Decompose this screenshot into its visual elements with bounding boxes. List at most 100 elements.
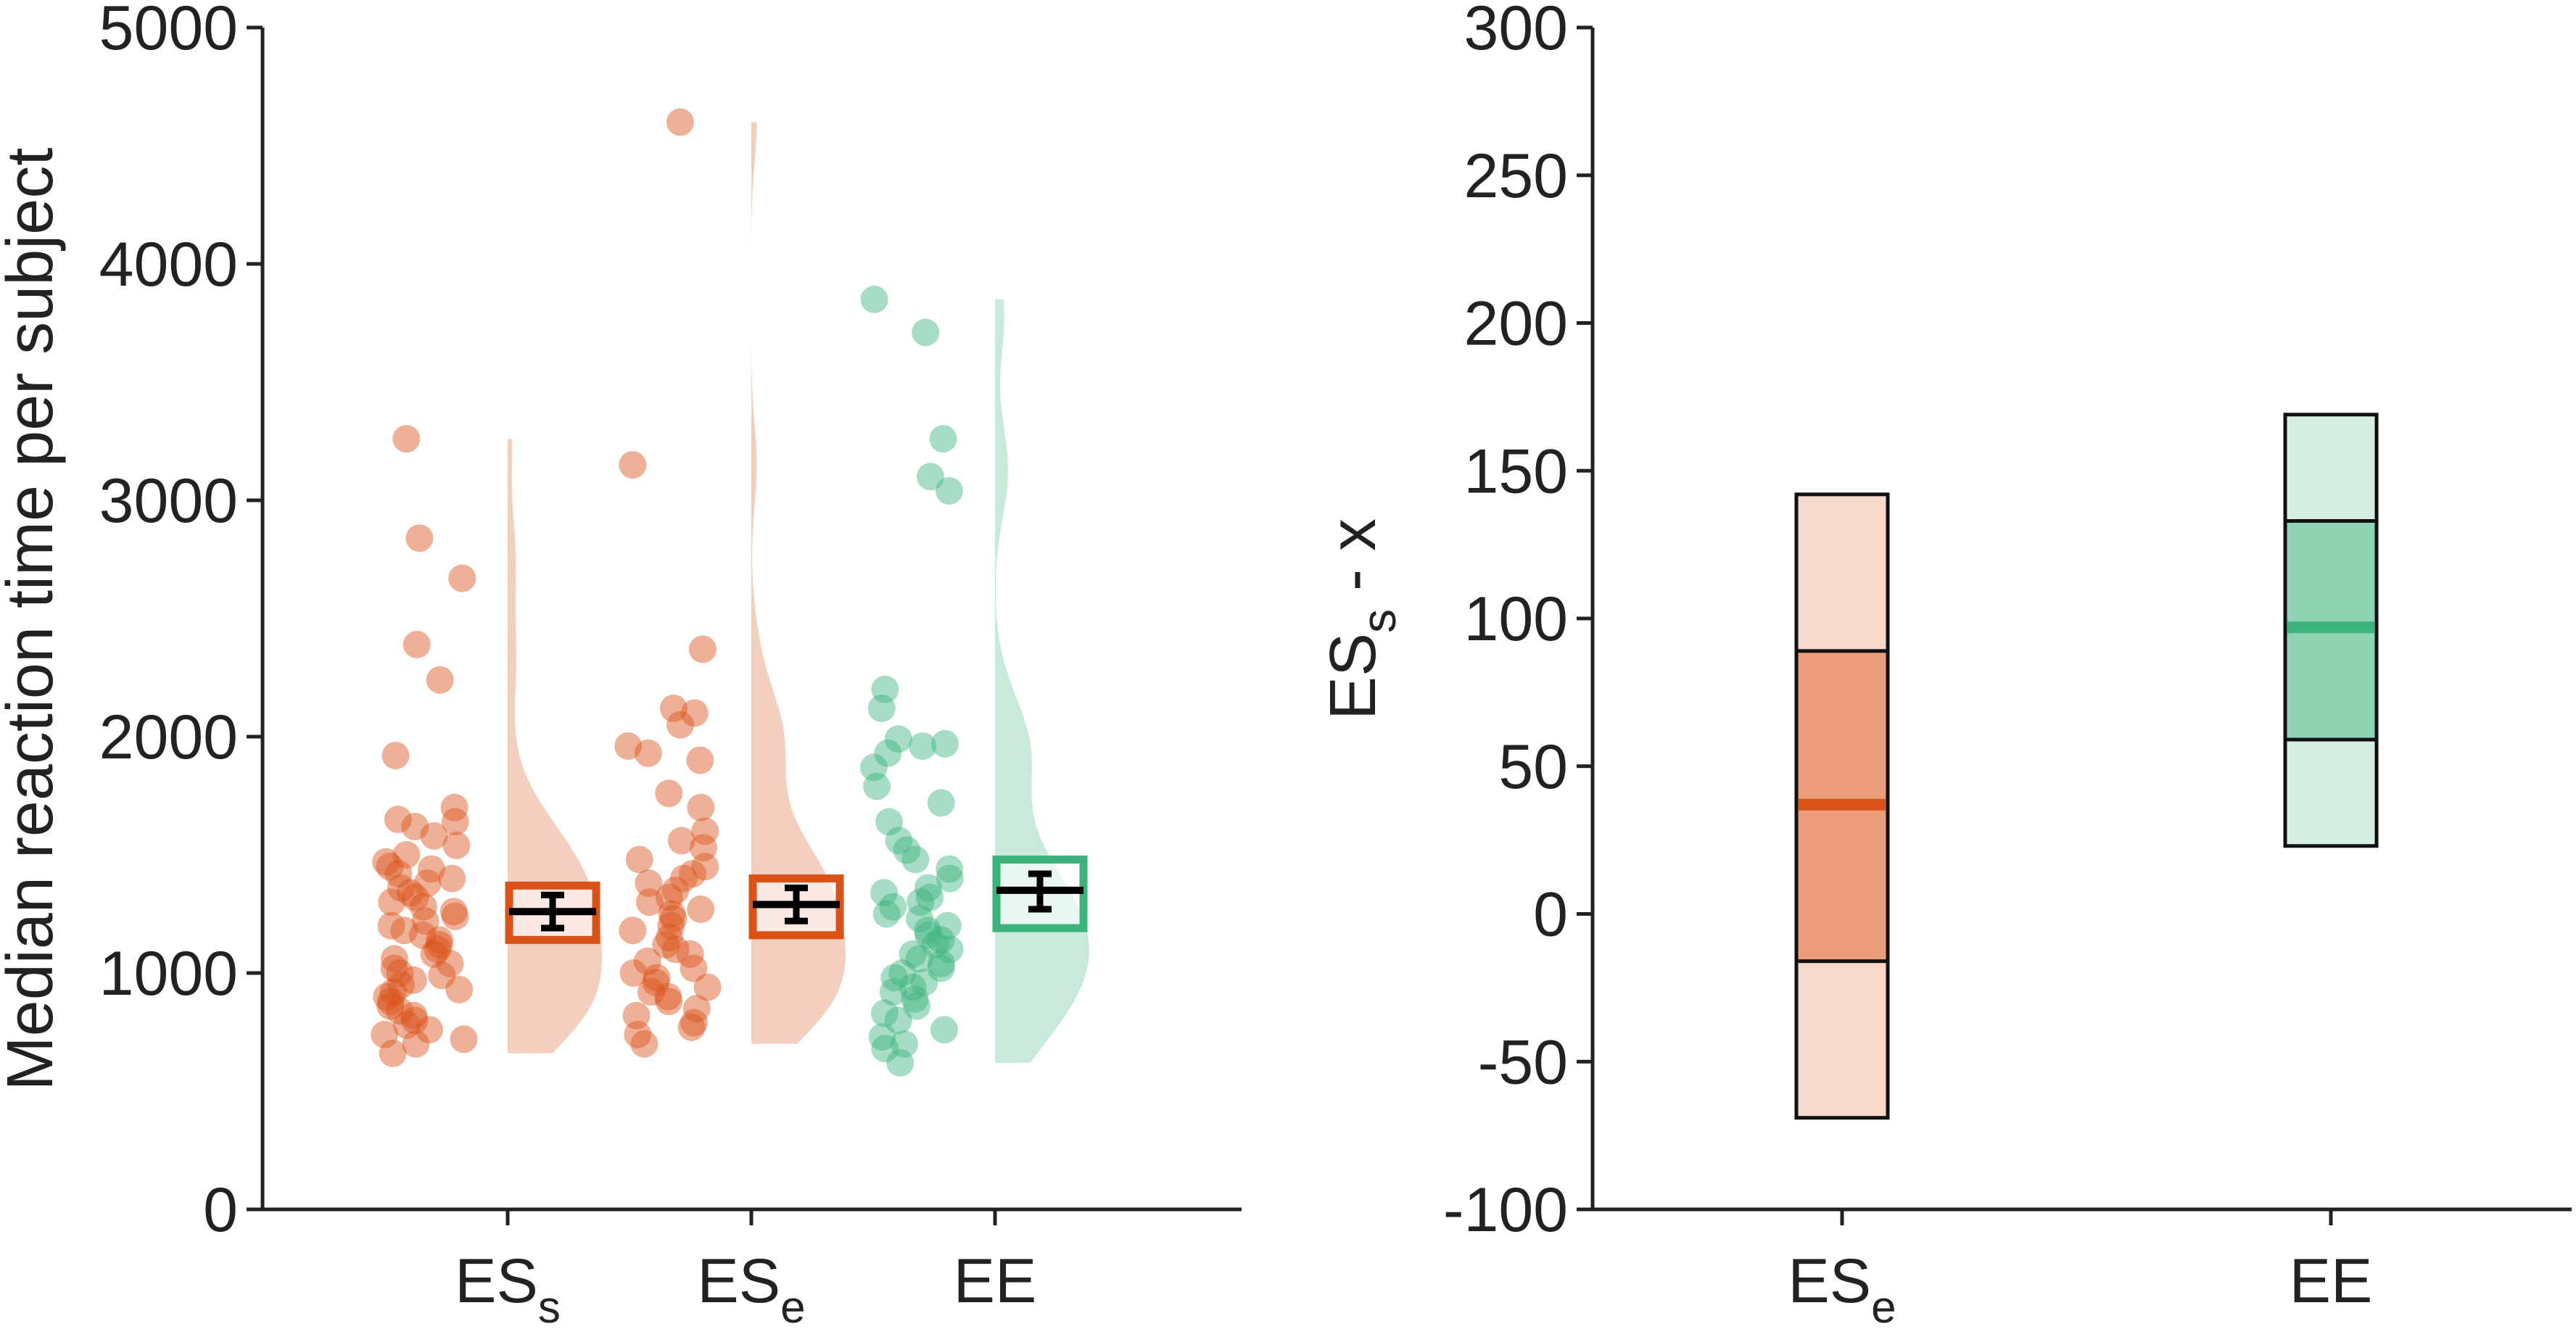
data-point-ESs	[400, 1006, 429, 1035]
data-point-EE	[909, 732, 937, 760]
left-y-tick-label: 2000	[99, 703, 238, 772]
data-point-ESe	[666, 711, 694, 739]
right-x-tick-label-text: EE	[2290, 1246, 2373, 1316]
right-y-tick-label: 300	[1464, 0, 1569, 63]
data-point-EE	[879, 893, 907, 921]
right-axes: -100 -50 0 50 100 150 200 250 300 ESe EE	[1443, 0, 2572, 1333]
data-point-ESe	[655, 883, 683, 911]
data-point-ESs	[425, 930, 453, 959]
data-point-ESs	[381, 742, 410, 770]
data-point-ESs	[405, 524, 434, 552]
data-point-EE	[884, 725, 912, 753]
data-point-ESs	[409, 921, 437, 949]
data-point-ESe	[642, 969, 670, 996]
data-point-ESe	[643, 964, 671, 992]
data-point-ESs	[428, 961, 456, 990]
left-x-tick-label-subscript: e	[780, 1283, 805, 1333]
data-point-ESe	[619, 959, 648, 987]
right-x-tick-label-text: ES	[1788, 1246, 1871, 1316]
right-y-axis-label-subscript: s	[1352, 609, 1405, 633]
data-point-ESe	[686, 746, 714, 774]
data-point-EE	[905, 945, 933, 973]
data-point-EE	[936, 935, 964, 964]
left-y-tick-label: 1000	[99, 939, 238, 1009]
data-point-ESs	[400, 1001, 428, 1030]
data-point-EE	[906, 905, 934, 932]
data-point-ESs	[417, 855, 445, 883]
left-y-tick-label: 3000	[99, 466, 238, 536]
data-point-EE	[859, 753, 888, 782]
data-point-EE	[933, 911, 962, 940]
interval-ESe	[1794, 492, 1890, 1120]
left-y-tick-label: 5000	[99, 0, 238, 63]
left-plot-marks	[371, 108, 1089, 1077]
data-point-EE	[899, 940, 927, 968]
data-point-ESs	[441, 902, 469, 930]
group-ESe	[614, 108, 846, 1058]
data-point-EE	[886, 1048, 915, 1077]
data-point-EE	[863, 772, 891, 800]
data-point-ESe	[687, 793, 715, 821]
data-point-EE	[870, 999, 899, 1027]
left-panel-raincloud-plot: Median reaction time per subject 0 1000 20…	[0, 0, 1242, 1333]
data-point-ESe	[619, 451, 647, 479]
data-point-ESe	[652, 930, 680, 959]
left-y-tick-label: 0	[203, 1175, 238, 1245]
data-point-ESs	[445, 975, 474, 1003]
data-point-ESs	[377, 911, 405, 940]
right-x-tick-label-subscript: e	[1871, 1283, 1896, 1333]
data-point-ESs	[399, 966, 427, 994]
data-point-ESe	[658, 900, 686, 928]
data-point-ESe	[622, 1001, 651, 1030]
data-point-ESs	[448, 564, 476, 592]
data-point-ESs	[440, 793, 468, 821]
data-point-ESs	[387, 971, 415, 999]
data-point-ESe	[657, 911, 685, 940]
right-plot-marks	[1794, 413, 2379, 1120]
data-point-ESs	[378, 888, 406, 916]
data-point-ESs	[450, 1025, 478, 1054]
interval-EE	[2283, 413, 2379, 848]
data-point-EE	[914, 874, 942, 902]
data-point-EE	[930, 1016, 958, 1044]
data-point-ESs	[438, 864, 466, 893]
data-point-EE	[936, 855, 964, 883]
data-point-ESs	[396, 879, 424, 907]
data-point-EE	[891, 1030, 919, 1058]
density-EE	[995, 299, 1089, 1063]
data-point-ESs	[376, 988, 405, 1016]
data-point-EE	[927, 789, 955, 817]
data-point-ESs	[386, 997, 413, 1025]
data-point-EE	[871, 675, 899, 703]
right-x-tick-label: ESe	[1788, 1246, 1896, 1333]
data-point-EE	[888, 959, 917, 987]
data-point-ESe	[667, 827, 695, 855]
right-y-tick-label: 250	[1464, 141, 1569, 211]
data-point-ESs	[384, 860, 413, 888]
right-y-tick-label: 50	[1498, 732, 1568, 802]
data-point-ESs	[392, 841, 421, 869]
data-point-ESs	[373, 982, 401, 1011]
right-y-tick-label: -50	[1478, 1027, 1568, 1097]
data-point-ESs	[420, 821, 448, 850]
data-point-ESe	[624, 1020, 652, 1048]
data-point-EE	[885, 827, 913, 855]
data-point-EE	[927, 954, 955, 982]
data-point-ESs	[439, 898, 468, 926]
data-point-EE	[870, 879, 898, 907]
data-point-ESs	[387, 874, 415, 902]
data-point-ESs	[415, 1016, 443, 1044]
data-point-ESs	[442, 832, 471, 859]
right-y-tick-label: 150	[1464, 436, 1569, 506]
data-point-ESe	[666, 108, 694, 136]
data-point-EE	[903, 992, 931, 1020]
data-point-EE	[879, 978, 907, 1006]
data-point-ESs	[384, 806, 412, 834]
left-x-tick-label: EE	[954, 1246, 1037, 1316]
data-point-EE	[860, 285, 888, 313]
left-x-tick-label-text: ES	[697, 1246, 780, 1316]
data-point-EE	[927, 926, 955, 954]
data-point-ESe	[619, 916, 647, 945]
data-point-ESs	[372, 848, 400, 876]
